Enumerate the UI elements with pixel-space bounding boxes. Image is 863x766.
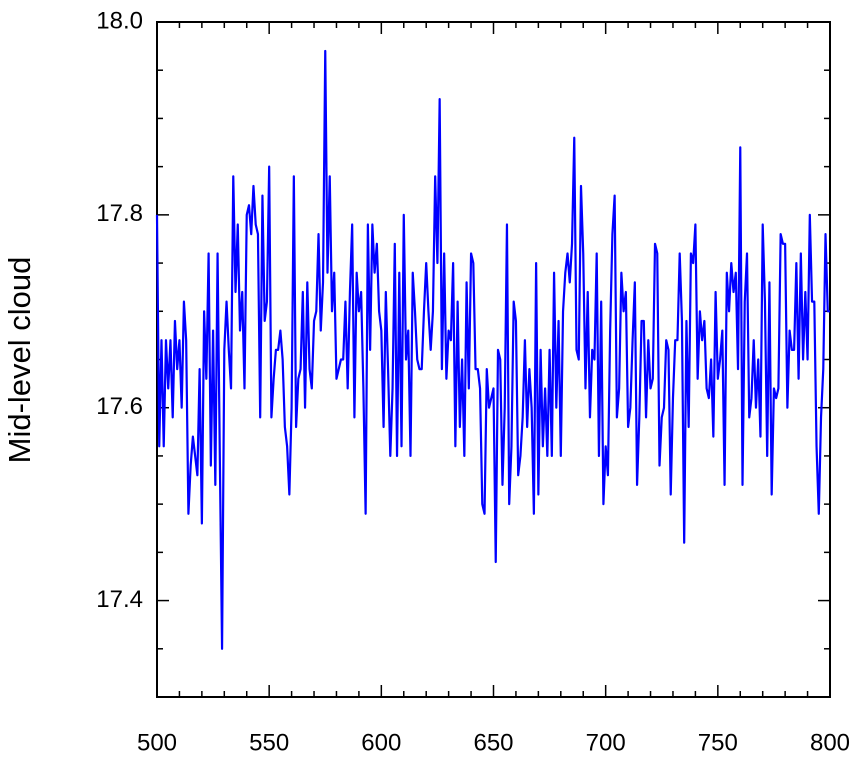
x-tick-label: 500 [137,729,177,756]
y-tick-label: 17.6 [96,393,143,420]
plot-frame [156,21,831,698]
x-tick-label: 700 [586,729,626,756]
x-tick-label: 800 [810,729,850,756]
y-tick-label: 17.8 [96,200,143,227]
data-line [155,49,830,650]
x-tick-label: 550 [249,729,289,756]
y-tick-label: 18.0 [96,7,143,34]
x-tick-label: 650 [473,729,513,756]
x-tick-label: 600 [361,729,401,756]
x-tick-label: 750 [698,729,738,756]
y-tick-label: 17.4 [96,586,143,613]
y-axis-label: Mid-level cloud [2,257,37,464]
